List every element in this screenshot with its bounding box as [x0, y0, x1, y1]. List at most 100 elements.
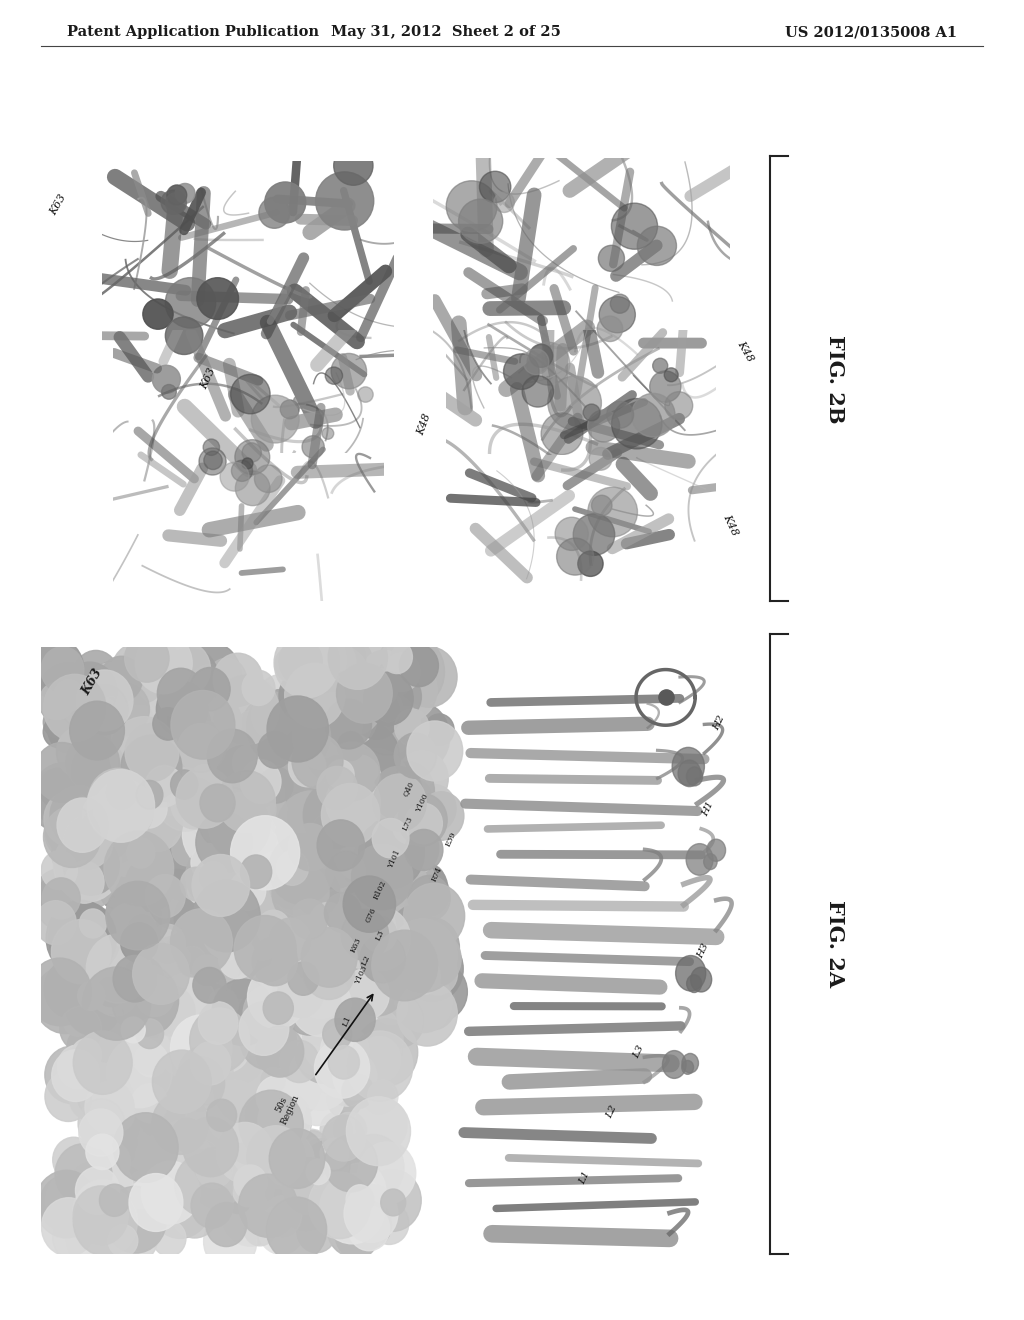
Circle shape	[171, 838, 205, 875]
Circle shape	[72, 1163, 111, 1205]
Circle shape	[269, 919, 310, 962]
Circle shape	[246, 689, 316, 764]
Circle shape	[297, 975, 333, 1014]
Text: K63: K63	[80, 667, 105, 698]
Circle shape	[193, 968, 226, 1003]
Circle shape	[403, 974, 444, 1016]
Circle shape	[337, 731, 365, 760]
Circle shape	[111, 1172, 155, 1218]
Circle shape	[325, 1181, 370, 1230]
Circle shape	[161, 648, 219, 710]
Circle shape	[252, 692, 295, 739]
Circle shape	[346, 895, 408, 961]
Circle shape	[278, 969, 324, 1018]
Circle shape	[162, 1076, 185, 1101]
Circle shape	[210, 983, 259, 1036]
Circle shape	[221, 1184, 280, 1246]
Circle shape	[289, 995, 343, 1053]
Circle shape	[367, 1006, 398, 1040]
Circle shape	[214, 1056, 278, 1123]
Circle shape	[85, 759, 155, 834]
Circle shape	[110, 717, 178, 791]
Circle shape	[282, 949, 343, 1014]
Circle shape	[315, 883, 371, 942]
Circle shape	[321, 1138, 349, 1170]
Circle shape	[354, 917, 392, 958]
Circle shape	[270, 725, 333, 792]
Circle shape	[286, 1129, 335, 1181]
Circle shape	[272, 915, 342, 990]
Ellipse shape	[204, 451, 222, 470]
Circle shape	[335, 998, 375, 1041]
Text: G76: G76	[364, 906, 378, 924]
Circle shape	[150, 987, 195, 1036]
Circle shape	[210, 1024, 265, 1085]
Text: L1: L1	[578, 1170, 592, 1187]
Ellipse shape	[175, 183, 195, 203]
Circle shape	[248, 965, 306, 1028]
Circle shape	[32, 775, 84, 832]
Circle shape	[346, 1201, 391, 1249]
Circle shape	[296, 1023, 352, 1084]
Circle shape	[247, 1126, 305, 1188]
Circle shape	[322, 783, 380, 846]
Circle shape	[355, 857, 404, 911]
Circle shape	[131, 916, 158, 945]
Circle shape	[135, 1135, 177, 1180]
Circle shape	[358, 692, 417, 755]
Circle shape	[189, 958, 255, 1028]
Circle shape	[306, 850, 346, 891]
Circle shape	[289, 747, 326, 787]
Circle shape	[348, 1206, 389, 1251]
Circle shape	[403, 917, 460, 978]
Circle shape	[225, 1185, 251, 1213]
Circle shape	[351, 1126, 391, 1170]
Circle shape	[43, 717, 72, 747]
Circle shape	[94, 785, 122, 816]
Circle shape	[154, 752, 183, 784]
Circle shape	[372, 818, 409, 858]
Circle shape	[181, 1150, 232, 1205]
Circle shape	[280, 900, 346, 972]
Circle shape	[303, 1002, 336, 1036]
Ellipse shape	[234, 440, 269, 475]
Ellipse shape	[707, 840, 726, 862]
Circle shape	[416, 944, 452, 982]
Circle shape	[124, 1055, 148, 1081]
Circle shape	[168, 700, 211, 746]
Circle shape	[153, 1221, 186, 1257]
Circle shape	[41, 647, 84, 693]
Circle shape	[68, 1030, 96, 1061]
Ellipse shape	[557, 539, 594, 576]
Circle shape	[244, 1212, 276, 1246]
Circle shape	[293, 979, 322, 1010]
Circle shape	[104, 1187, 167, 1253]
Circle shape	[207, 659, 247, 701]
Circle shape	[364, 672, 414, 726]
Circle shape	[369, 1044, 397, 1074]
Circle shape	[269, 1101, 311, 1146]
Circle shape	[212, 954, 239, 983]
Circle shape	[33, 763, 93, 828]
Circle shape	[35, 873, 90, 931]
Circle shape	[189, 665, 231, 710]
Circle shape	[132, 969, 179, 1019]
Circle shape	[409, 931, 461, 987]
Circle shape	[279, 969, 341, 1035]
Ellipse shape	[652, 358, 668, 374]
Circle shape	[321, 1024, 369, 1077]
Circle shape	[135, 733, 168, 768]
Circle shape	[159, 1121, 205, 1170]
Circle shape	[76, 1060, 133, 1122]
Circle shape	[322, 800, 359, 840]
Ellipse shape	[687, 974, 701, 993]
Ellipse shape	[322, 428, 334, 440]
Ellipse shape	[220, 462, 249, 491]
Circle shape	[45, 809, 91, 858]
Circle shape	[200, 784, 236, 822]
Ellipse shape	[236, 471, 270, 506]
Text: H1: H1	[701, 800, 716, 817]
Circle shape	[374, 692, 402, 722]
Circle shape	[67, 1204, 130, 1272]
Ellipse shape	[259, 197, 290, 228]
